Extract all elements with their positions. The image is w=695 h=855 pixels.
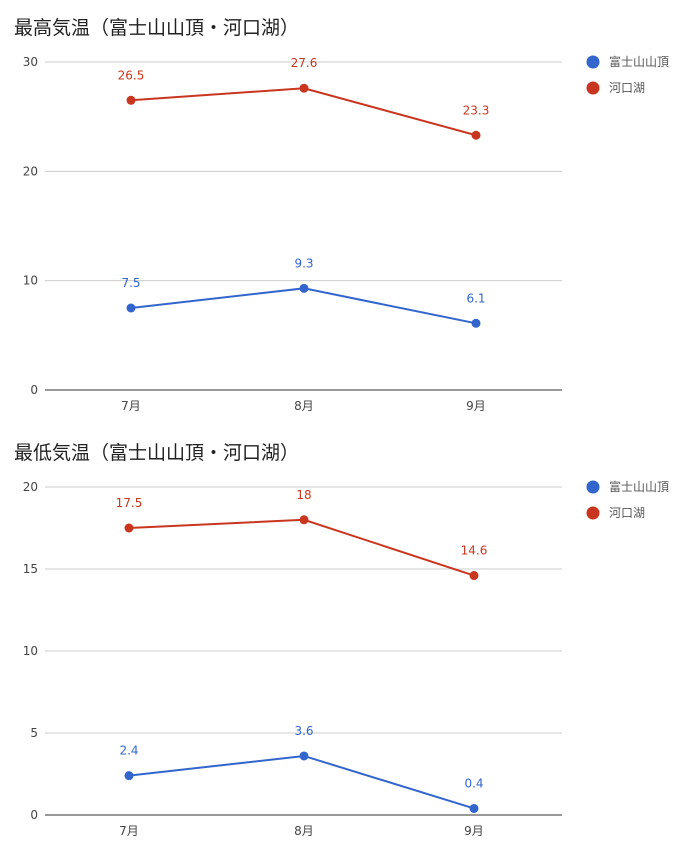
y-tick-label: 0 — [30, 808, 38, 822]
legend-label: 河口湖 — [609, 80, 645, 95]
data-label: 23.3 — [463, 103, 490, 117]
data-label: 26.5 — [118, 68, 145, 82]
data-point — [471, 130, 481, 140]
data-point — [299, 751, 309, 761]
series-line — [128, 518, 475, 577]
chart-title: 最低気温（富士山山頂・河口湖） — [14, 442, 299, 464]
legend-label: 河口湖 — [609, 505, 645, 520]
data-label: 9.3 — [294, 256, 313, 270]
y-tick-label: 20 — [23, 164, 38, 178]
y-tick-label: 10 — [23, 274, 38, 288]
legend-marker — [586, 506, 600, 520]
y-tick-label: 10 — [23, 644, 38, 658]
data-label: 27.6 — [291, 56, 318, 70]
data-point — [299, 83, 309, 93]
x-tick-label: 9月 — [466, 399, 486, 413]
legend-marker — [586, 81, 600, 95]
data-point — [126, 95, 136, 105]
data-point — [126, 303, 136, 313]
x-tick-label: 8月 — [294, 399, 314, 413]
data-label: 6.1 — [466, 291, 485, 305]
data-label: 14.6 — [461, 544, 488, 558]
y-tick-label: 30 — [23, 55, 38, 69]
data-point — [469, 571, 479, 581]
y-tick-label: 20 — [23, 480, 38, 494]
data-label: 3.6 — [294, 724, 313, 738]
data-point — [469, 803, 479, 813]
data-point — [299, 283, 309, 293]
series-line — [130, 287, 477, 325]
data-label: 2.4 — [119, 744, 138, 758]
data-label: 18 — [296, 488, 311, 502]
series-line — [130, 87, 477, 137]
data-label: 7.5 — [121, 276, 140, 290]
legend-label: 富士山山頂 — [609, 54, 669, 69]
x-tick-label: 7月 — [119, 824, 139, 838]
y-tick-label: 0 — [30, 383, 38, 397]
y-tick-label: 5 — [30, 726, 38, 740]
chart-title: 最高気温（富士山山頂・河口湖） — [14, 17, 299, 39]
x-tick-label: 9月 — [464, 824, 484, 838]
data-point — [124, 523, 134, 533]
data-point — [124, 771, 134, 781]
data-point — [471, 318, 481, 328]
x-tick-label: 7月 — [121, 399, 141, 413]
data-point — [299, 515, 309, 525]
data-label: 17.5 — [116, 496, 143, 510]
y-tick-label: 15 — [23, 562, 38, 576]
data-label: 0.4 — [464, 776, 483, 790]
legend-marker — [586, 480, 600, 494]
legend-marker — [586, 55, 600, 69]
legend-label: 富士山山頂 — [609, 479, 669, 494]
x-tick-label: 8月 — [294, 824, 314, 838]
series-line — [128, 754, 475, 810]
